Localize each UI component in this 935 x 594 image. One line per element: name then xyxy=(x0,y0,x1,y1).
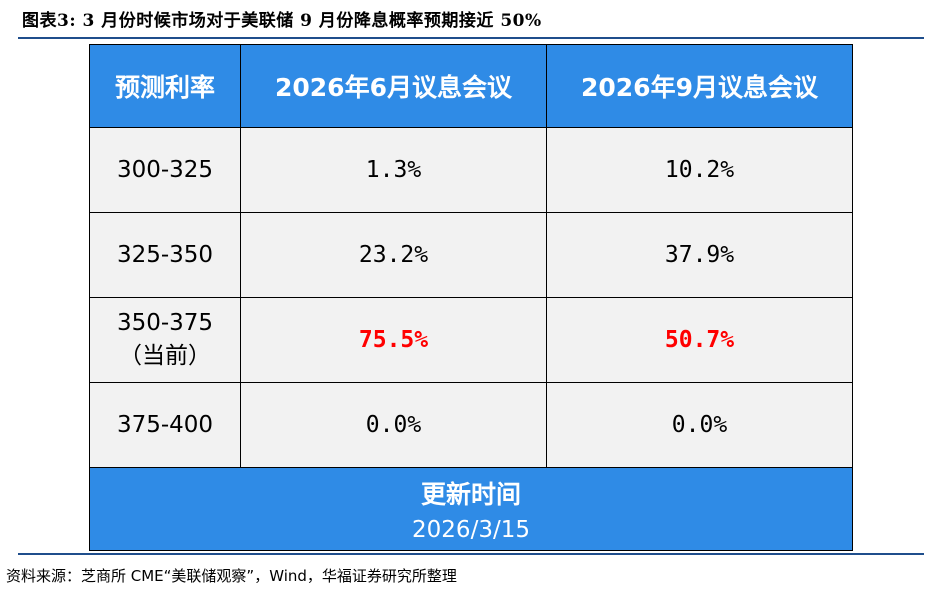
table-row-current: 350-375 （当前） 75.5% 50.7% xyxy=(89,297,853,383)
update-row: 更新时间 2026/3/15 xyxy=(89,467,853,551)
header-sept-meeting: 2026年9月议息会议 xyxy=(546,44,853,128)
sept-probability: 37.9% xyxy=(546,212,853,298)
rate-range-current: 350-375 （当前） xyxy=(89,297,241,383)
update-label: 更新时间 xyxy=(420,480,521,509)
figure-title: 图表3: 3 月份时候市场对于美联储 9 月份降息概率预期接近 50% xyxy=(22,11,542,31)
table-row: 375-400 0.0% 0.0% xyxy=(89,382,853,468)
sept-probability: 0.0% xyxy=(546,382,853,468)
source-note: 资料来源：芝商所 CME“美联储观察”，Wind，华福证券研究所整理 xyxy=(6,567,457,585)
rate-range: 350-375 xyxy=(116,310,214,336)
table-row: 325-350 23.2% 37.9% xyxy=(89,212,853,298)
june-probability: 23.2% xyxy=(240,212,547,298)
header-june-meeting: 2026年6月议息会议 xyxy=(240,44,547,128)
rate-range: 300-325 xyxy=(89,127,241,213)
current-note: （当前） xyxy=(119,343,211,369)
rate-probability-table: 预测利率 2026年6月议息会议 2026年9月议息会议 300-325 1.3… xyxy=(89,44,853,551)
sept-probability: 10.2% xyxy=(546,127,853,213)
june-probability-highlight: 75.5% xyxy=(240,297,547,383)
june-probability: 1.3% xyxy=(240,127,547,213)
sept-probability-highlight: 50.7% xyxy=(546,297,853,383)
rate-range: 375-400 xyxy=(89,382,241,468)
update-cell: 更新时间 2026/3/15 xyxy=(89,467,853,551)
top-rule xyxy=(18,37,924,39)
header-rate: 预测利率 xyxy=(89,44,241,128)
june-probability: 0.0% xyxy=(240,382,547,468)
table-row: 300-325 1.3% 10.2% xyxy=(89,127,853,213)
rate-range: 325-350 xyxy=(89,212,241,298)
update-date: 2026/3/15 xyxy=(412,517,530,543)
bottom-rule xyxy=(18,553,924,555)
header-row: 预测利率 2026年6月议息会议 2026年9月议息会议 xyxy=(89,44,853,128)
